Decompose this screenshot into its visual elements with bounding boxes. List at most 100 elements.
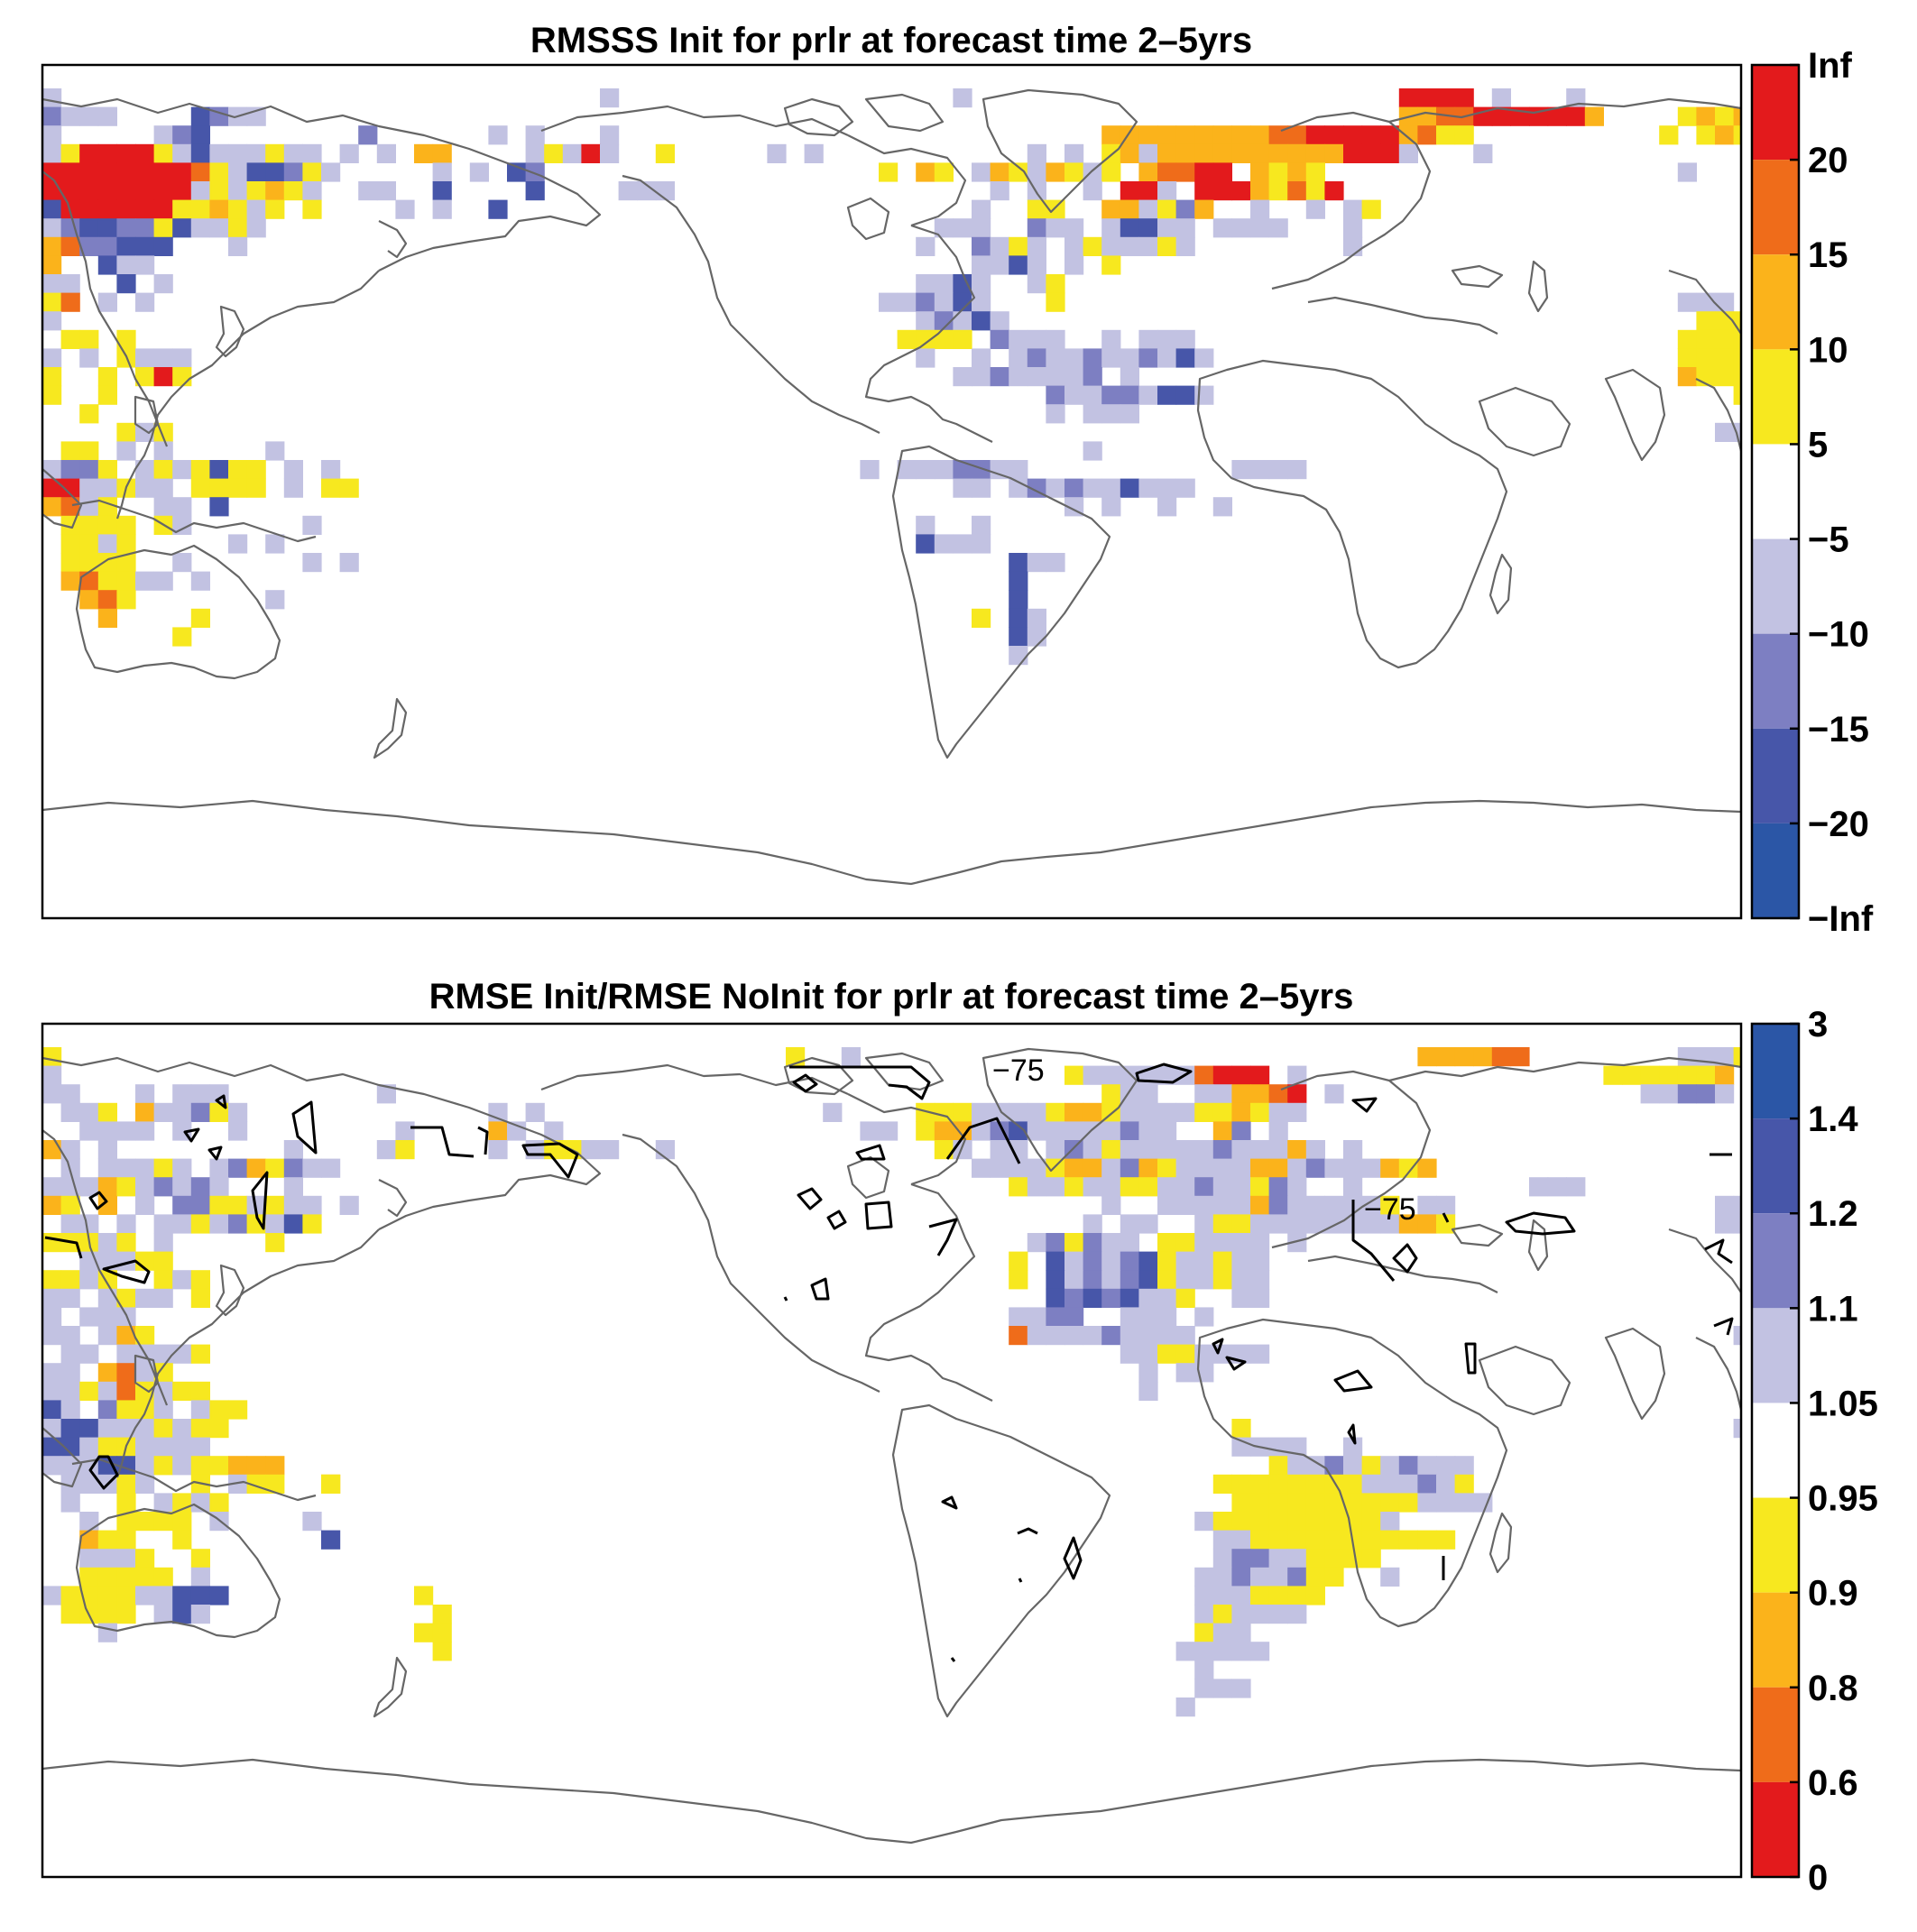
grid-cell [1901, 1493, 1917, 1512]
grid-cell [97, 385, 117, 405]
grid-cell [1640, 1084, 1660, 1104]
grid-cell [116, 422, 136, 442]
grid-cell [1157, 348, 1177, 368]
grid-cell [860, 1121, 880, 1141]
colorbar-tick-label: 0.95 [1808, 1479, 1878, 1519]
grid-cell [1901, 1214, 1917, 1233]
grid-cell [1882, 1177, 1901, 1196]
grid-cell [42, 1195, 62, 1215]
grid-cell [1864, 534, 1883, 553]
grid-cell [1120, 478, 1139, 498]
grid-cell [1157, 1177, 1177, 1197]
grid-cell [265, 1214, 285, 1234]
grid-cell [1231, 181, 1251, 201]
colorbar-tick-label: 5 [1808, 425, 1828, 465]
grid-cell [135, 199, 155, 219]
grid-cell [544, 1121, 564, 1141]
grid-cell [395, 199, 415, 219]
grid-cell [321, 1474, 341, 1494]
grid-cell [172, 1605, 192, 1624]
grid-cell [525, 162, 545, 182]
grid-cell [1027, 181, 1046, 201]
grid-cell [1138, 125, 1158, 145]
grid-cell [1212, 1251, 1232, 1271]
grid-cell [953, 292, 972, 312]
grid-cell [1901, 200, 1917, 219]
grid-cell [1361, 1158, 1381, 1178]
grid-cell [1009, 1177, 1028, 1197]
grid-cell [1454, 1474, 1474, 1494]
coastlines [42, 1047, 1741, 1845]
grid-cell [116, 218, 136, 238]
grid-cell [1845, 181, 1864, 200]
grid-cell [934, 1121, 954, 1141]
grid-cell [1305, 1493, 1325, 1513]
grid-cell [172, 181, 192, 201]
grid-cell [172, 460, 192, 480]
grid-cell [1343, 1437, 1363, 1457]
grid-cell [60, 1214, 80, 1234]
grid-cell [1157, 1121, 1177, 1141]
grid-cell [897, 292, 917, 312]
grid-cell [1324, 1195, 1344, 1215]
grid-cell [1287, 1065, 1307, 1085]
grid-cell [79, 1419, 99, 1439]
grid-cell [1398, 125, 1418, 145]
grid-cell [116, 1158, 136, 1178]
grid-cell [1212, 1158, 1232, 1178]
grid-cell [488, 199, 508, 219]
grid-cell [1808, 107, 1827, 126]
grid-cell [1901, 1233, 1917, 1252]
grid-cell [1046, 367, 1065, 387]
grid-cell [1454, 88, 1474, 108]
grid-cell [1046, 1307, 1065, 1327]
grid-cell [1417, 88, 1437, 108]
grid-cell [116, 1177, 136, 1197]
grid-cell [1194, 1233, 1214, 1253]
grid-cell [1361, 1530, 1381, 1550]
grid-cell [1305, 181, 1325, 201]
grid-cell [321, 162, 341, 182]
grid-cell [228, 1158, 248, 1178]
grid-cell [228, 1121, 248, 1141]
grid-cell [916, 460, 935, 480]
grid-cell [358, 181, 378, 201]
grid-cell [1250, 218, 1270, 238]
grid-cell [79, 1307, 99, 1327]
grid-cell [990, 460, 1009, 480]
grid-cell [972, 608, 991, 628]
colorbar-tick-label: 1.2 [1808, 1194, 1858, 1234]
grid-cell [525, 1140, 545, 1160]
grid-cell [1268, 1456, 1288, 1476]
grid-cell [1231, 1233, 1251, 1253]
grid-cell [1808, 200, 1827, 219]
grid-cell [1175, 236, 1195, 256]
grid-cell [1212, 1567, 1232, 1587]
grid-cell [581, 143, 601, 163]
grid-cell [1305, 1140, 1325, 1160]
grid-cell [990, 367, 1009, 387]
grid-cell [1046, 162, 1065, 182]
grid-cell [172, 1586, 192, 1605]
coastline [847, 1093, 967, 1186]
grid-cell [1101, 1270, 1121, 1290]
grid-cell [97, 1158, 117, 1178]
coastline [1307, 1255, 1498, 1293]
grid-cell [1101, 1121, 1121, 1141]
grid-cell [1808, 293, 1827, 312]
grid-cell [1175, 1270, 1195, 1290]
grid-cell [1827, 1270, 1846, 1289]
grid-cell [1715, 1047, 1735, 1067]
grid-cell [1268, 1512, 1288, 1532]
grid-cell [1046, 1177, 1065, 1197]
grid-cell [1901, 1382, 1917, 1401]
grid-cell [79, 1549, 99, 1569]
grid-cell [972, 162, 991, 182]
grid-cell [972, 199, 991, 219]
grid-cell [655, 181, 675, 201]
coastline [1307, 296, 1498, 335]
grid-cell [1882, 274, 1901, 293]
grid-cell [97, 1567, 117, 1587]
coastline [1604, 1327, 1666, 1421]
grid-cell [1324, 1158, 1344, 1178]
